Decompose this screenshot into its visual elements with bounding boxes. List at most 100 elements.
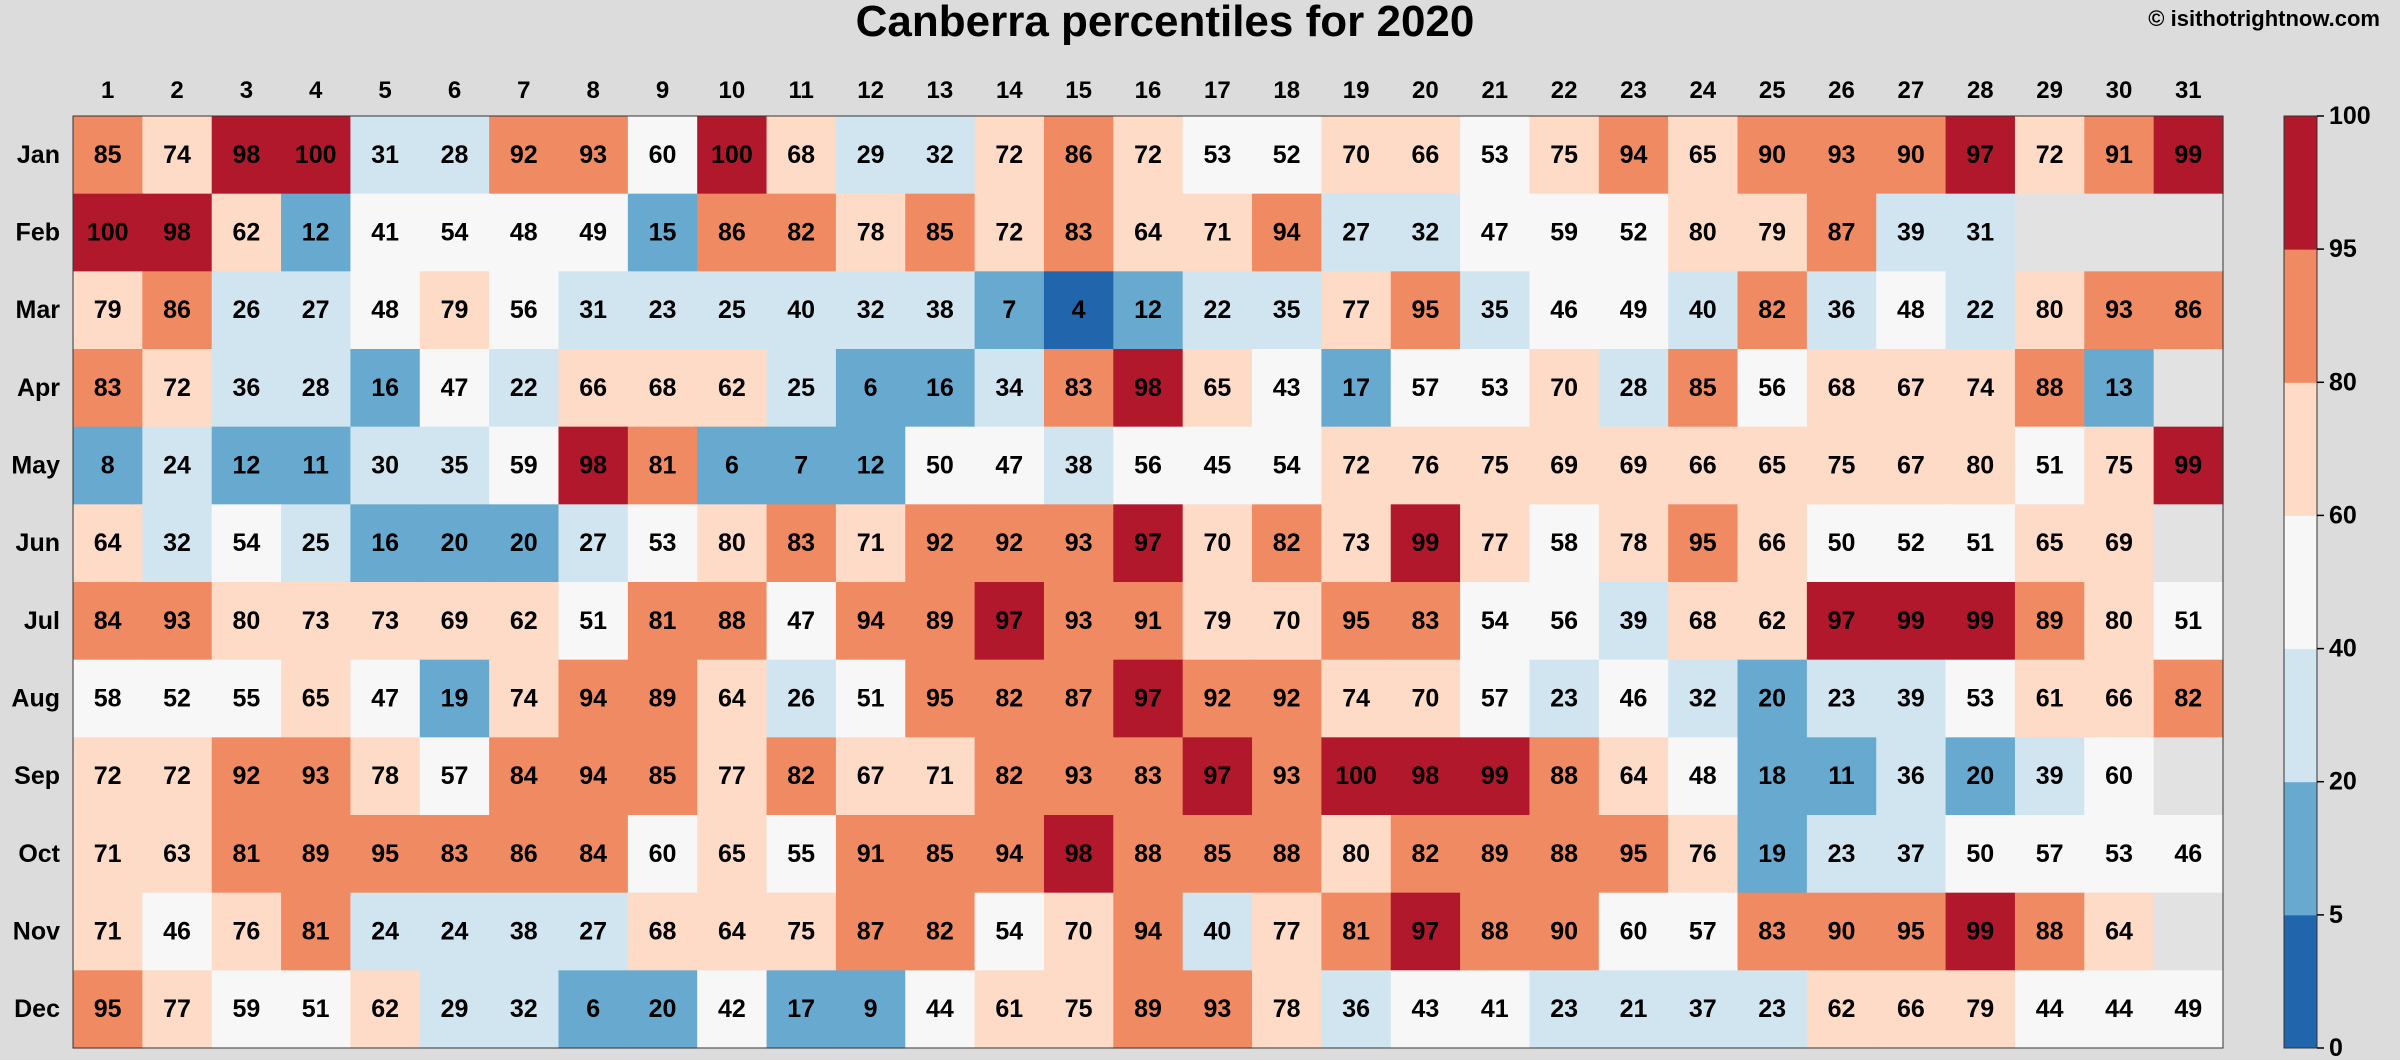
colorbar-segment	[2284, 781, 2317, 916]
heatmap-cell	[1321, 970, 1392, 1049]
heatmap-cell	[2084, 116, 2155, 195]
heatmap-cell	[2014, 970, 2085, 1049]
cell-value-label: 24	[163, 452, 191, 480]
cell-value-label: 57	[1689, 918, 1717, 946]
cell-value-label: 48	[1689, 762, 1717, 790]
x-tick-label: 20	[1412, 77, 1439, 104]
heatmap-cell	[1668, 349, 1739, 428]
heatmap-cell	[627, 193, 698, 272]
cell-value-label: 79	[441, 296, 469, 324]
cell-value-label: 75	[1828, 452, 1856, 480]
cell-value-label: 95	[1411, 296, 1439, 324]
chart-title: Canberra percentiles for 2020	[856, 0, 1475, 46]
heatmap-cell	[1321, 737, 1392, 816]
heatmap-cell	[697, 271, 768, 350]
cell-value-label: 47	[787, 607, 815, 635]
heatmap-cell	[2084, 970, 2155, 1049]
cell-value-label: 88	[1550, 840, 1578, 868]
heatmap-cell	[2014, 349, 2085, 428]
cell-value-label: 62	[1828, 995, 1856, 1023]
heatmap-cell	[73, 582, 143, 661]
heatmap-cell	[2014, 426, 2085, 505]
cell-value-label: 97	[995, 607, 1023, 635]
heatmap-cell	[1598, 970, 1669, 1049]
heatmap-cell	[2014, 193, 2085, 272]
heatmap-cell	[1737, 504, 1808, 583]
cell-value-label: 49	[579, 219, 607, 247]
cell-value-label: 77	[163, 995, 191, 1023]
cell-value-label: 99	[1966, 918, 1994, 946]
heatmap-cell	[1252, 970, 1322, 1049]
cell-value-label: 28	[1620, 374, 1648, 402]
x-tick-label: 11	[789, 77, 814, 104]
heatmap-cell	[558, 582, 629, 661]
cell-value-label: 72	[94, 762, 122, 790]
heatmap-cell	[1806, 659, 1877, 738]
cell-value-label: 52	[163, 685, 191, 713]
cell-value-label: 48	[510, 219, 538, 247]
heatmap-cell	[73, 116, 143, 195]
heatmap-cell	[2014, 659, 2085, 738]
heatmap-cell	[142, 349, 213, 428]
heatmap-cell	[1529, 193, 1600, 272]
cell-value-label: 97	[1134, 685, 1162, 713]
heatmap-cell	[1252, 815, 1322, 894]
cell-value-label: 92	[1273, 685, 1301, 713]
cell-value-label: 72	[1134, 141, 1162, 169]
cell-value-label: 25	[302, 529, 330, 557]
heatmap-cell	[419, 582, 490, 661]
heatmap-cell	[2014, 892, 2085, 971]
cell-value-label: 79	[1758, 219, 1786, 247]
heatmap-cell	[2153, 504, 2224, 583]
heatmap-cell	[1043, 970, 1114, 1049]
heatmap-cell	[974, 504, 1045, 583]
heatmap-cell	[419, 892, 490, 971]
heatmap-cell	[211, 582, 282, 661]
x-tick-label: 16	[1135, 77, 1162, 104]
heatmap-cell	[627, 659, 698, 738]
cell-value-label: 12	[302, 219, 330, 247]
heatmap-cell	[558, 426, 629, 505]
cell-value-label: 82	[926, 918, 954, 946]
cell-value-label: 99	[1897, 607, 1925, 635]
cell-value-label: 98	[579, 452, 607, 480]
x-axis-day-ticks: 1 2 3 4 5 6 7 8 9 10 11 12 13 14 15 16 17 18 19 20 21 22 23 24 2…	[101, 77, 2202, 104]
x-tick-label: 10	[719, 77, 746, 104]
heatmap-cell	[1945, 737, 2016, 816]
x-tick-label: 25	[1759, 77, 1786, 104]
cell-value-label: 64	[718, 918, 746, 946]
cell-value-label: 28	[441, 141, 469, 169]
x-tick-label: 4	[309, 77, 323, 104]
cell-value-label: 20	[510, 529, 538, 557]
heatmap-cell	[766, 970, 837, 1049]
y-tick-label: Aug	[11, 685, 60, 713]
heatmap-cell	[697, 193, 768, 272]
heatmap-cell	[73, 815, 143, 894]
cell-value-label: 99	[2174, 452, 2202, 480]
cell-value-label: 82	[787, 219, 815, 247]
heatmap-cell	[1529, 504, 1600, 583]
cell-value-label: 24	[441, 918, 469, 946]
cell-value-label: 76	[232, 918, 260, 946]
heatmap-cell	[905, 815, 976, 894]
heatmap-cell	[1945, 116, 2016, 195]
cell-value-label: 72	[163, 374, 191, 402]
cell-value-label: 80	[1342, 840, 1370, 868]
cell-value-label: 27	[1342, 219, 1370, 247]
heatmap-cell	[211, 737, 282, 816]
heatmap-cell	[697, 892, 768, 971]
heatmap-cell	[350, 193, 421, 272]
heatmap-cell	[1321, 582, 1392, 661]
heatmap-cell	[1668, 970, 1739, 1049]
heatmap-cell	[1182, 426, 1253, 505]
heatmap-cell	[1113, 970, 1184, 1049]
heatmap-cell	[766, 193, 837, 272]
cell-value-label: 62	[1758, 607, 1786, 635]
cell-value-label: 6	[864, 374, 878, 402]
heatmap-cell	[419, 426, 490, 505]
heatmap-cell	[489, 659, 560, 738]
heatmap-cell	[281, 892, 352, 971]
cell-value-label: 65	[2036, 529, 2064, 557]
cell-value-label: 12	[232, 452, 260, 480]
cell-value-label: 51	[579, 607, 607, 635]
